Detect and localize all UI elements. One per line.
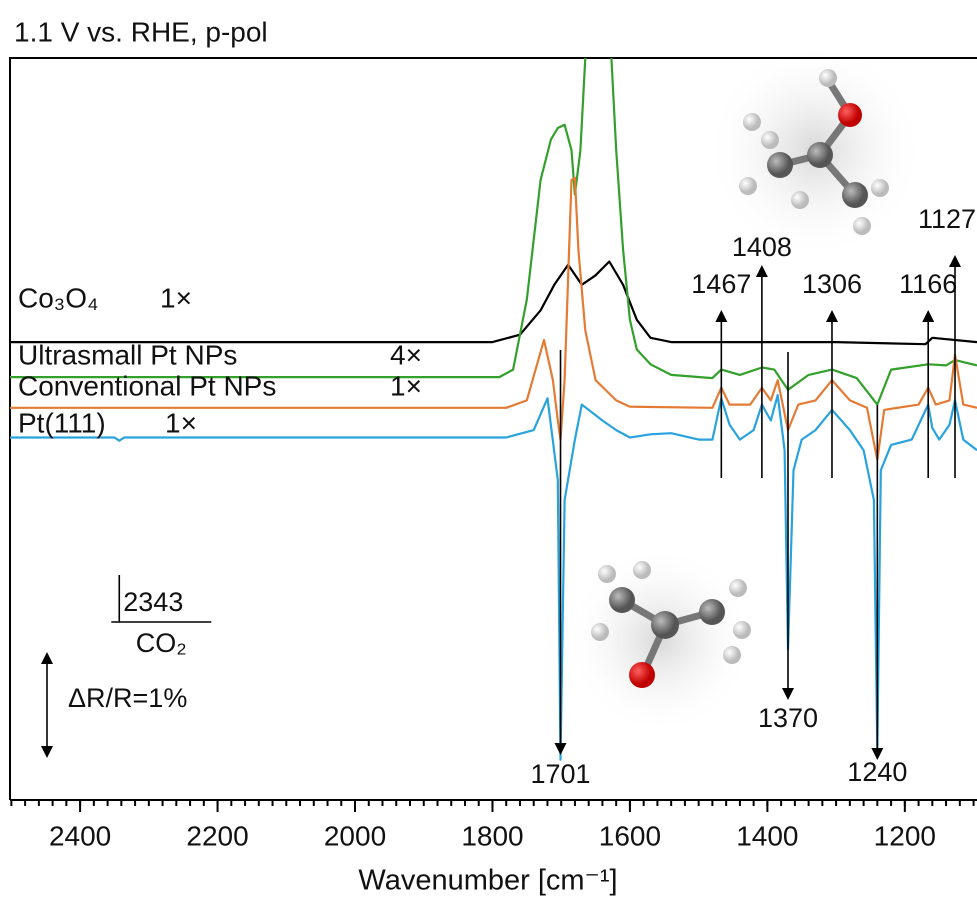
peak-label: 1701 <box>530 759 590 789</box>
series-label: Ultrasmall Pt NPs <box>18 339 237 370</box>
arrow-head <box>755 265 768 277</box>
peak-label: 1306 <box>802 269 862 299</box>
spectrum-line <box>10 58 977 406</box>
co2-wavenumber: 2343 <box>123 587 183 617</box>
arrow-head <box>41 652 53 664</box>
x-tick-label: 1600 <box>599 820 661 851</box>
peak-label: 1127 <box>918 204 976 234</box>
x-tick-label: 1200 <box>874 820 936 851</box>
co2-label: CO₂ <box>136 628 187 658</box>
series-scale: 1× <box>165 407 197 438</box>
scale-bar-label: ΔR/R=1% <box>68 683 187 713</box>
x-tick-label: 2400 <box>49 820 111 851</box>
series-label: Conventional Pt NPs <box>18 370 276 401</box>
arrow-head <box>715 310 728 322</box>
x-tick-label: 2000 <box>324 820 386 851</box>
arrow-head <box>949 255 962 267</box>
isopropanol-model <box>705 40 925 260</box>
spectrum-line <box>10 260 977 346</box>
peak-label: 1166 <box>899 269 957 299</box>
x-tick-label: 1800 <box>461 820 523 851</box>
peak-label: 1370 <box>758 703 818 733</box>
peak-label: 1408 <box>732 232 792 262</box>
arrow-head <box>825 310 838 322</box>
series-scale: 1× <box>160 282 192 313</box>
arrow-head <box>922 310 935 322</box>
x-tick-label: 1400 <box>736 820 798 851</box>
spectrum-line <box>10 394 977 761</box>
arrow-head <box>871 748 884 760</box>
arrow-head <box>554 743 567 755</box>
x-axis-label: Wavenumber [cm⁻¹] <box>358 865 617 897</box>
series-scale: 1× <box>390 370 422 401</box>
x-tick-label: 2200 <box>186 820 248 851</box>
series-label: Co₃O₄ <box>18 282 98 313</box>
arrow-head <box>41 746 53 758</box>
series-scale: 4× <box>390 339 422 370</box>
plot-frame <box>9 57 977 800</box>
series-label: Pt(111) <box>18 407 106 438</box>
acetone-model <box>565 545 755 735</box>
arrow-head <box>781 688 794 700</box>
peak-label: 1240 <box>847 757 907 787</box>
chart-title: 1.1 V vs. RHE, p-pol <box>14 16 268 47</box>
peak-label: 1467 <box>691 269 751 299</box>
